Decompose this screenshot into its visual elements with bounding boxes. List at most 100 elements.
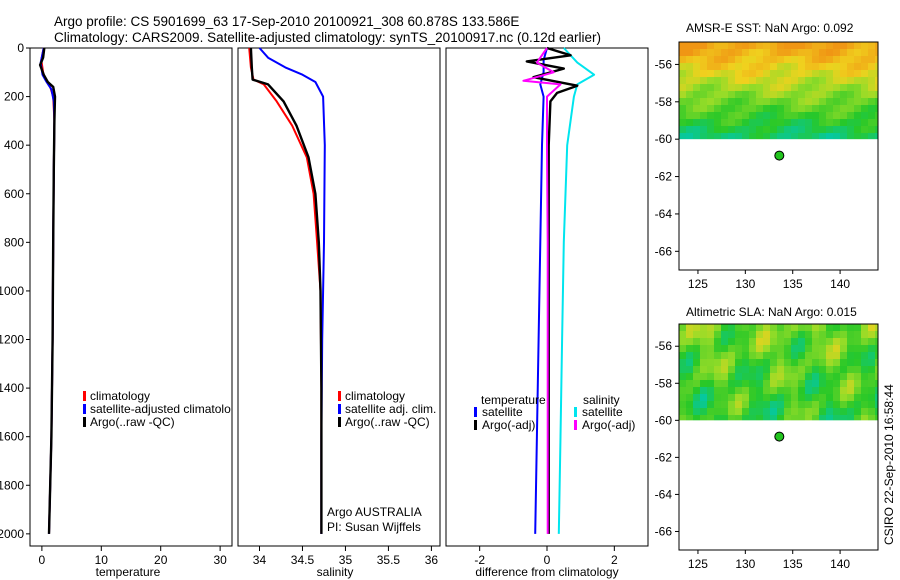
sst-field-cell	[770, 126, 777, 133]
sla-field-cell	[742, 373, 749, 380]
sst-field-cell	[861, 133, 868, 140]
sla-field-cell	[735, 380, 742, 387]
sst-field-cell	[679, 77, 686, 84]
sst-field-cell	[777, 91, 784, 98]
sst-field-cell	[826, 98, 833, 105]
sla-field-cell	[805, 345, 812, 352]
sst-field-cell	[833, 49, 840, 56]
sla-field-cell	[742, 352, 749, 359]
sla-field-cell	[728, 352, 735, 359]
sla-field-cell	[847, 394, 854, 401]
sla-field-cell	[756, 394, 763, 401]
temperature-axis: 0 10 20 30 0 200 400 600 800 1000 1200 1400 1600 1800…	[0, 41, 227, 567]
sst-field-cell	[819, 84, 826, 91]
sla-field-cell	[735, 324, 742, 331]
sst-field-cell	[868, 63, 875, 70]
temperature-xlabel: temperature	[96, 565, 161, 579]
sla-field-cell	[693, 366, 700, 373]
sla-field-cell	[784, 408, 791, 415]
sla-field-cell	[728, 408, 735, 415]
sla-field-cell	[868, 408, 875, 415]
sla-field-cell	[770, 338, 777, 345]
sla-field-cell	[749, 387, 756, 394]
sst-field-cell	[833, 77, 840, 84]
sla-field-cell	[728, 373, 735, 380]
legend-label: Argo(..raw -QC)	[345, 415, 430, 429]
sla-field-cell	[756, 366, 763, 373]
sst-field-cell	[693, 133, 700, 140]
series-line-argo-raw-qc	[38, 47, 57, 534]
sla-field-cell	[854, 359, 861, 366]
sst-field-cell	[700, 112, 707, 119]
sla-field-cell	[679, 324, 686, 331]
sla-field-cell	[868, 401, 875, 408]
sla-field-cell	[770, 324, 777, 331]
sla-field-cell	[791, 359, 798, 366]
sst-field-cell	[693, 98, 700, 105]
sst-field-cell	[798, 49, 805, 56]
sst-field-cell	[805, 133, 812, 140]
sla-field-cell	[875, 394, 878, 401]
sst-field-cell	[728, 77, 735, 84]
sst-field-cell	[798, 112, 805, 119]
sla-field-cell	[805, 331, 812, 338]
sla-field-cell	[798, 380, 805, 387]
sla-field-cell	[861, 394, 868, 401]
sla-field-cell	[763, 380, 770, 387]
sla-field-cell	[749, 324, 756, 331]
sla-field-cell	[819, 366, 826, 373]
sst-field-cell	[847, 84, 854, 91]
sst-field-cell	[756, 84, 763, 91]
sst-field-cell	[763, 42, 770, 49]
sst-field-cell	[763, 84, 770, 91]
sla-field-cell	[763, 366, 770, 373]
sst-field-cell	[847, 63, 854, 70]
sla-field-cell	[707, 415, 714, 421]
sla-field-cell	[756, 415, 763, 421]
sla-field-cell	[868, 352, 875, 359]
legend-label: climatology	[90, 389, 150, 403]
sla-field-cell	[840, 338, 847, 345]
sst-field-cell	[840, 84, 847, 91]
sst-field-cell	[686, 112, 693, 119]
sla-field-cell	[735, 408, 742, 415]
sst-field-cell	[840, 98, 847, 105]
sst-field-cell	[798, 56, 805, 63]
sla-field-cell	[686, 373, 693, 380]
sla-field-cell	[826, 380, 833, 387]
sst-field-cell	[805, 84, 812, 91]
x-tick-label: -2	[474, 553, 485, 567]
sla-field-cell	[763, 408, 770, 415]
sla-field-cell	[721, 338, 728, 345]
sst-field-cell	[721, 56, 728, 63]
sla-field-cell	[840, 366, 847, 373]
sst-field-cell	[742, 119, 749, 126]
sst-field-cell	[742, 112, 749, 119]
sla-field-cell	[784, 324, 791, 331]
sla-field-cell	[770, 366, 777, 373]
sla-field-cell	[700, 324, 707, 331]
difference-axis: -2 0 2	[474, 546, 618, 567]
sla-field-cell	[770, 415, 777, 421]
sla-field-cell	[714, 366, 721, 373]
sla-field-cell	[679, 380, 686, 387]
sst-field-cell	[742, 126, 749, 133]
legend-title-salinity: salinity	[583, 393, 620, 407]
sla-field-cell	[819, 408, 826, 415]
sst-field-cell	[868, 112, 875, 119]
sla-field-cell	[770, 394, 777, 401]
sla-field-cell	[714, 415, 721, 421]
sla-field-cell	[763, 387, 770, 394]
sla-field-cell	[735, 387, 742, 394]
sst-field-cell	[728, 56, 735, 63]
y-tick-label: -64	[655, 487, 673, 501]
sst-field-cell	[861, 77, 868, 84]
sla-field-cell	[700, 408, 707, 415]
sla-field-cell	[679, 415, 686, 421]
sla-field-cell	[833, 415, 840, 421]
sst-field-cell	[700, 63, 707, 70]
salinity-annotation-line-1: Argo AUSTRALIA	[327, 505, 422, 519]
sla-field-cell	[854, 345, 861, 352]
sla-field-cell	[777, 373, 784, 380]
sla-field-cell	[791, 345, 798, 352]
